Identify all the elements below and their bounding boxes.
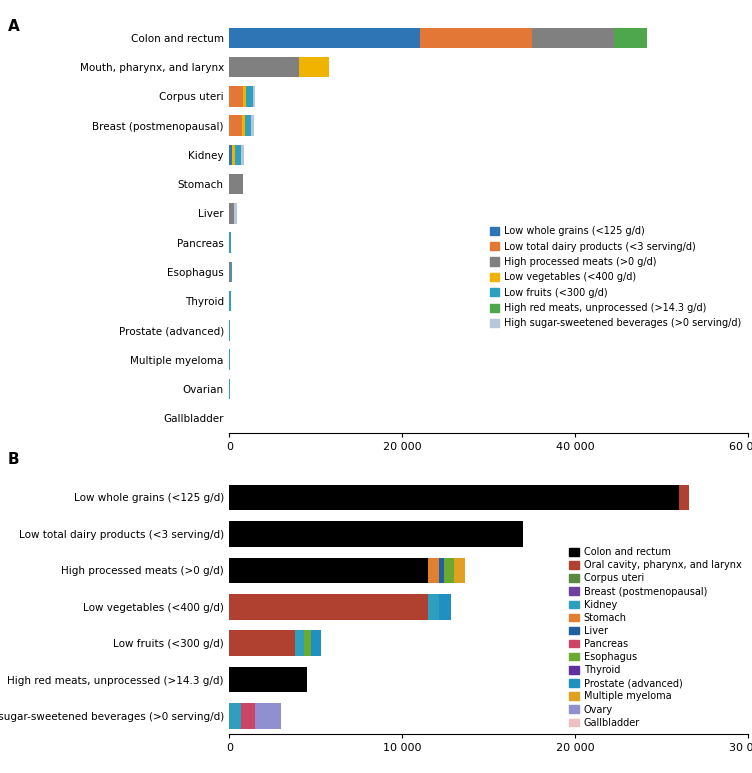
Bar [231,262,232,282]
Bar [234,203,237,223]
Bar [241,703,255,729]
Bar [245,115,251,136]
Text: A: A [8,19,20,34]
Bar [428,594,438,620]
Bar [229,379,230,399]
Bar [428,557,438,583]
Bar [229,233,231,253]
Bar [299,57,329,77]
Bar [311,631,321,656]
Legend: Colon and rectum, Oral cavity, pharynx, and larynx, Corpus uteri, Breast (postme: Colon and rectum, Oral cavity, pharynx, … [567,545,744,730]
Legend: Low whole grains (<125 g/d), Low total dairy products (<3 serving/d), High proce: Low whole grains (<125 g/d), Low total d… [487,224,744,330]
Bar [438,594,450,620]
Bar [229,262,231,282]
Bar [229,557,428,583]
Bar [242,115,245,136]
Bar [241,145,244,165]
Bar [229,320,230,341]
Bar [420,28,532,48]
Text: B: B [8,452,19,467]
Bar [614,28,647,48]
Bar [454,557,465,583]
Bar [532,28,614,48]
Bar [229,703,241,729]
Bar [255,703,281,729]
Bar [243,86,246,107]
Bar [679,485,690,510]
Bar [229,594,428,620]
Bar [232,145,235,165]
Bar [253,86,255,107]
Bar [229,521,523,547]
Bar [229,631,295,656]
Bar [229,174,243,194]
Bar [229,485,679,510]
Bar [229,86,243,107]
Bar [229,145,232,165]
Bar [229,57,299,77]
Bar [229,667,307,693]
Bar [229,203,234,223]
Bar [304,631,311,656]
Bar [295,631,304,656]
Bar [235,145,241,165]
Bar [229,115,242,136]
Bar [438,557,444,583]
Bar [229,349,230,370]
Bar [229,291,231,312]
Bar [246,86,253,107]
Bar [251,115,253,136]
Bar [444,557,454,583]
Bar [229,28,420,48]
